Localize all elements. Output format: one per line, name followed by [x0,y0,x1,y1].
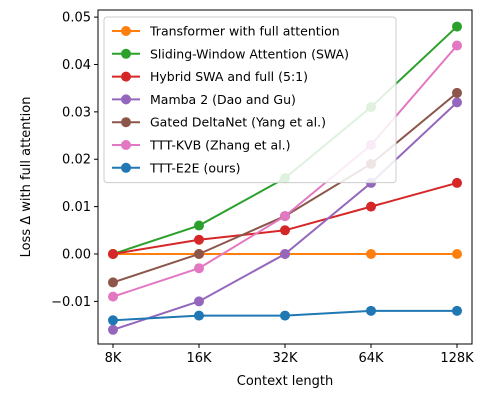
plot-area [108,21,462,335]
legend-marker [121,48,131,59]
x-axis-label: Context length [237,374,334,389]
data-point [366,305,376,316]
data-point [194,310,204,321]
legend-entry-5: TTT-KVB (Zhang et al.) [112,138,291,153]
y-axis-label: Loss Δ with full attention [19,97,34,258]
legend-label: TTT-E2E (ours) [149,160,241,175]
data-point [194,296,204,307]
data-point [108,248,118,259]
data-point [452,87,462,98]
legend-label: Gated DeltaNet (Yang et al.) [150,115,326,130]
legend-marker [121,71,131,82]
legend-entry-3: Mamba 2 (Dao and Gu) [112,92,296,107]
data-point [366,248,376,259]
y-tick-label: 0.03 [62,105,91,120]
data-point [280,248,290,259]
y-tick-label: 0.00 [62,247,91,262]
y-tick-label: −0.01 [51,295,91,310]
axes: 8K 16K 32K 64K 128K −0.01 0.00 0.01 0.02 0.03 0.04… [51,9,474,366]
data-point [452,248,462,259]
legend-label: Hybrid SWA and full (5:1) [150,69,308,84]
legend-label: TTT-KVB (Zhang et al.) [149,138,291,153]
data-point [366,201,376,212]
data-point [452,97,462,108]
data-point [194,220,204,231]
data-point [452,305,462,316]
legend-entry-2: Hybrid SWA and full (5:1) [112,69,308,84]
data-point [280,310,290,321]
legend-entry-1: Sliding-Window Attention (SWA) [112,46,349,61]
legend-label: Mamba 2 (Dao and Gu) [150,92,296,107]
x-tick-label: 64K [358,351,384,366]
legend-marker [121,94,131,105]
legend-marker [121,140,131,150]
x-tick-label: 8K [105,351,122,366]
data-point [194,263,204,274]
data-point [108,291,118,302]
legend-marker [121,117,131,128]
x-tick-label: 128K [440,351,474,366]
data-point [108,324,118,335]
data-point [452,177,462,188]
data-point [108,277,118,288]
legend: Transformer with full attention Sliding-W… [103,16,397,184]
legend-entry-0: Transformer with full attention [112,24,340,39]
y-tick-label: 0.05 [62,11,91,26]
data-point [280,225,290,236]
series-6 [108,305,462,326]
legend-entry-4: Gated DeltaNet (Yang et al.) [112,115,326,130]
x-tick-label: 16K [186,351,212,366]
data-point [108,315,118,326]
x-tick-label: 32K [272,351,298,366]
y-tick-label: 0.04 [62,58,91,73]
legend-marker [121,162,131,173]
data-point [452,40,462,51]
y-tick-label: 0.02 [62,153,91,168]
legend-label: Transformer with full attention [149,24,340,39]
data-point [194,248,204,259]
legend-label: Sliding-Window Attention (SWA) [150,46,349,61]
series-3 [108,97,462,335]
legend-marker [121,26,131,36]
series-2 [108,177,462,259]
data-point [452,21,462,32]
data-point [280,211,290,222]
legend-entry-6: TTT-E2E (ours) [112,160,241,175]
y-tick-label: 0.01 [62,200,91,215]
data-point [194,234,204,245]
legend-box [103,16,397,184]
